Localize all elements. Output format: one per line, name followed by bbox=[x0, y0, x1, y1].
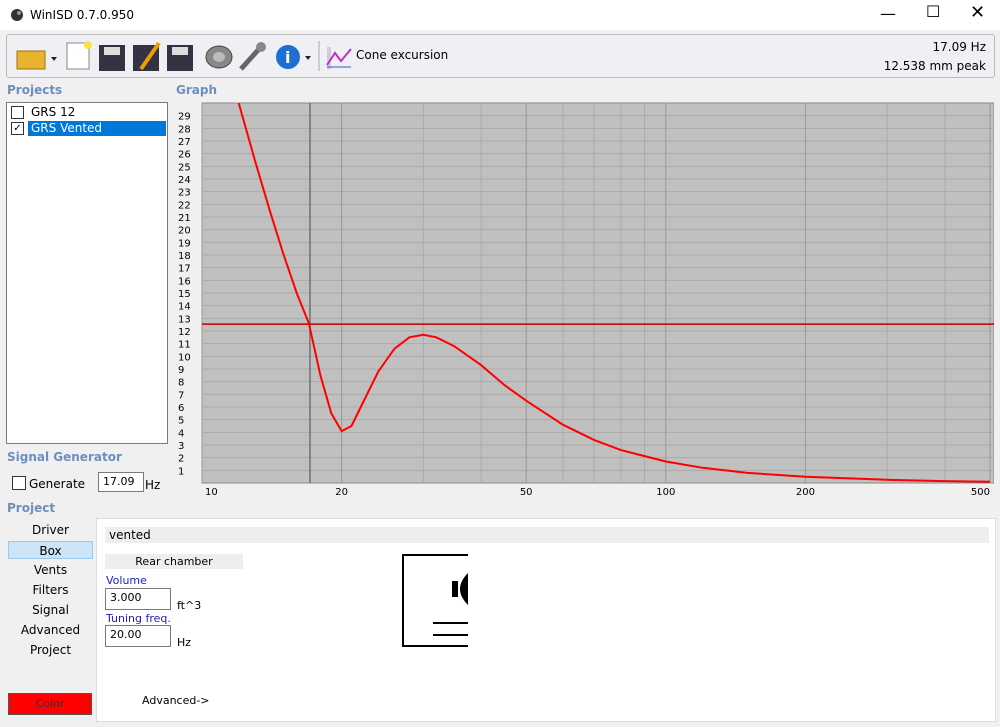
title-bar: WinISD 0.7.0.950 — ☐ ✕ bbox=[0, 0, 1000, 30]
section-header: Rear chamber bbox=[105, 554, 243, 569]
section-title: Graph bbox=[176, 83, 217, 97]
section-title: Projects bbox=[7, 83, 63, 97]
project-label: GRS 12 bbox=[31, 105, 76, 119]
y-tick-label: 29 bbox=[178, 112, 191, 123]
project-tab[interactable]: Driver bbox=[32, 523, 69, 537]
y-tick-label: 23 bbox=[178, 188, 191, 199]
y-tick-label: 16 bbox=[178, 276, 191, 287]
app-icon bbox=[11, 9, 23, 21]
y-tick-label: 21 bbox=[178, 213, 191, 224]
project-tab[interactable]: Signal bbox=[32, 603, 69, 617]
checkbox-label: Generate bbox=[29, 477, 86, 491]
status-value: 12.538 mm peak bbox=[883, 59, 986, 73]
box-type: vented bbox=[105, 527, 989, 543]
section-title: Signal Generator bbox=[7, 450, 122, 464]
field-label: Volume bbox=[106, 574, 147, 587]
toolbar-icons: i bbox=[16, 41, 331, 71]
y-tick-label: 1 bbox=[178, 466, 184, 477]
project-tab[interactable]: Vents bbox=[33, 563, 68, 577]
tuning-input[interactable]: 20.00 bbox=[105, 625, 171, 647]
y-tick-label: 7 bbox=[178, 390, 184, 401]
color-button[interactable]: Color bbox=[8, 693, 92, 715]
project-item[interactable]: GRS 12 bbox=[9, 105, 165, 120]
box-diagram bbox=[402, 554, 468, 647]
advanced-link[interactable]: Advanced-> bbox=[142, 694, 210, 707]
svg-text:i: i bbox=[285, 48, 290, 67]
project-item[interactable]: ✓ GRS Vented bbox=[9, 121, 166, 136]
project-tab[interactable]: Box bbox=[8, 541, 93, 559]
project-checkbox[interactable]: ✓ bbox=[11, 122, 24, 135]
toolbar: i Cone excursion 17.09 Hz 12.538 mm peak bbox=[6, 34, 995, 78]
window-title: WinISD 0.7.0.950 bbox=[30, 8, 135, 22]
y-tick-label: 18 bbox=[178, 251, 191, 262]
y-tick-label: 6 bbox=[178, 403, 184, 414]
box-panel: vented Rear chamber Volume 3.000 ft^3 Tu… bbox=[96, 518, 996, 722]
chart: 1234567891011121314151617181920212223242… bbox=[175, 102, 994, 498]
series-line bbox=[237, 103, 991, 483]
y-tick-label: 19 bbox=[178, 238, 191, 249]
graph-icon[interactable] bbox=[327, 47, 331, 69]
maximize[interactable]: ☐ bbox=[926, 2, 941, 21]
y-tick-label: 4 bbox=[178, 428, 184, 439]
save-all-button[interactable] bbox=[167, 45, 193, 71]
project-tab[interactable]: Project bbox=[29, 643, 72, 657]
y-tick-label: 8 bbox=[178, 378, 184, 389]
project-label: GRS Vented bbox=[28, 121, 166, 136]
y-tick-label: 17 bbox=[178, 264, 191, 275]
y-tick-label: 22 bbox=[178, 200, 191, 211]
x-tick-label: 10 bbox=[205, 487, 218, 498]
y-tick-label: 26 bbox=[178, 150, 191, 161]
y-tick-label: 9 bbox=[178, 365, 184, 376]
x-tick-label: 50 bbox=[520, 487, 533, 498]
x-tick-label: 100 bbox=[656, 487, 675, 498]
x-tick-label: 500 bbox=[971, 487, 990, 498]
status-frequency: 17.09 Hz bbox=[932, 40, 987, 54]
project-list: GRS 12 ✓ GRS Vented bbox=[6, 102, 168, 444]
project-tab[interactable]: Filters bbox=[32, 583, 69, 597]
y-tick-label: 20 bbox=[178, 226, 191, 237]
project-checkbox[interactable] bbox=[11, 106, 24, 119]
y-tick-label: 27 bbox=[178, 137, 191, 148]
y-tick-label: 28 bbox=[178, 124, 191, 135]
unit-label: Hz bbox=[177, 636, 192, 649]
y-tick-label: 24 bbox=[178, 175, 191, 186]
close[interactable]: ✕ bbox=[970, 2, 986, 23]
x-tick-label: 20 bbox=[335, 487, 348, 498]
volume-input[interactable]: 3.000 bbox=[105, 588, 171, 610]
generate-checkbox[interactable] bbox=[12, 476, 26, 490]
y-tick-label: 5 bbox=[178, 416, 184, 427]
unit-label: ft^3 bbox=[177, 599, 202, 612]
open-button[interactable] bbox=[16, 50, 57, 70]
save-as-button[interactable] bbox=[133, 41, 161, 71]
y-tick-label: 10 bbox=[178, 352, 191, 363]
driver-button[interactable] bbox=[205, 45, 233, 69]
y-tick-label: 3 bbox=[178, 441, 184, 452]
tools-button[interactable] bbox=[239, 42, 266, 71]
field-label: Tuning freq. bbox=[106, 612, 171, 625]
minimize[interactable]: — bbox=[880, 4, 896, 23]
section-title: Project bbox=[7, 501, 56, 515]
y-tick-label: 25 bbox=[178, 162, 191, 173]
y-tick-label: 13 bbox=[178, 314, 191, 325]
new-button[interactable] bbox=[66, 41, 92, 70]
y-tick-label: 11 bbox=[178, 340, 191, 351]
graph-type-icon[interactable] bbox=[325, 45, 353, 69]
y-tick-label: 14 bbox=[178, 302, 191, 313]
unit-label: Hz bbox=[145, 478, 161, 492]
graph-type-button[interactable]: Cone excursion bbox=[356, 48, 449, 62]
y-tick-label: 15 bbox=[178, 289, 191, 300]
x-tick-label: 200 bbox=[796, 487, 815, 498]
y-tick-label: 12 bbox=[178, 327, 191, 338]
save-button[interactable] bbox=[99, 45, 125, 71]
y-tick-label: 2 bbox=[178, 454, 184, 465]
frequency-input[interactable]: 17.09 bbox=[98, 472, 144, 492]
project-tab[interactable]: Advanced bbox=[20, 623, 81, 637]
info-button[interactable]: i bbox=[276, 45, 311, 69]
